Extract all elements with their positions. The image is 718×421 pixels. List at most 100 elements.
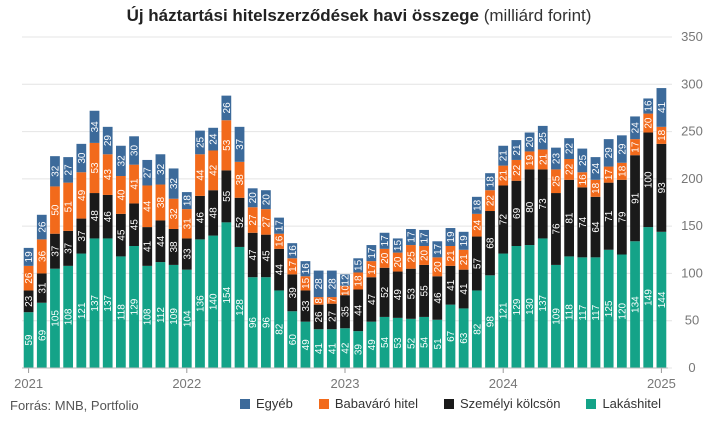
data-label: 19: [459, 235, 470, 247]
data-label: 53: [393, 337, 404, 349]
bar-segment: [445, 246, 456, 266]
data-label: 96: [248, 317, 259, 329]
data-label: 24: [591, 162, 602, 174]
data-label: 10: [341, 284, 352, 296]
data-label: 34: [90, 121, 101, 133]
data-label: 30: [130, 144, 141, 156]
chart-title: Új háztartási hitelszerződések havi össz…: [0, 6, 718, 26]
bar-segment: [564, 158, 575, 180]
data-label: 109: [551, 308, 562, 325]
bar-segment: [221, 120, 232, 171]
data-label: 47: [367, 293, 378, 305]
data-label: 16: [288, 245, 299, 257]
data-label: 25: [551, 175, 562, 187]
data-label: 52: [406, 337, 417, 349]
data-label: 17: [406, 231, 417, 243]
data-label: 73: [538, 198, 549, 210]
data-label: 17: [367, 263, 378, 275]
bar-segment: [287, 258, 298, 275]
data-label: 33: [182, 248, 193, 260]
bar-segment: [102, 238, 113, 368]
bar-segment: [247, 232, 258, 278]
data-label: 30: [77, 152, 88, 164]
data-label: 31: [182, 218, 193, 230]
bar-segment: [353, 331, 364, 368]
data-label: 67: [446, 330, 457, 342]
bar-segment: [36, 239, 47, 274]
data-label: 16: [578, 174, 589, 186]
data-label: 37: [77, 230, 88, 242]
bar-segment: [445, 304, 456, 368]
data-label: 117: [578, 304, 589, 320]
bar-segment: [102, 126, 113, 155]
bar-segment: [511, 140, 522, 160]
data-label: 49: [393, 289, 404, 301]
data-label: 25: [538, 132, 549, 144]
data-label: 8: [314, 298, 325, 304]
data-label: 46: [103, 211, 114, 223]
bar-segment: [247, 188, 258, 208]
bar-segment: [326, 303, 337, 330]
data-label: 41: [314, 343, 325, 355]
bar-segment: [89, 238, 100, 368]
data-label: 26: [37, 221, 48, 233]
bar-segment: [168, 228, 179, 265]
bar-segment: [208, 150, 219, 191]
bar-segment: [155, 262, 166, 368]
bar-segment: [498, 253, 509, 368]
data-label: 41: [446, 279, 457, 291]
bar-segment: [564, 256, 575, 368]
data-label: 55: [420, 285, 431, 297]
bar-segment: [656, 143, 667, 232]
bar-segment: [603, 166, 614, 183]
bar-segment: [221, 95, 232, 121]
bar-segment: [23, 265, 34, 291]
bar-segment: [406, 245, 416, 269]
bar-segment: [511, 180, 522, 247]
y-tick-label: 150: [681, 218, 703, 233]
data-label: 41: [327, 343, 338, 355]
data-label: 125: [604, 300, 615, 317]
data-label: 48: [209, 207, 220, 219]
bar-segment: [419, 316, 429, 368]
data-label: 18: [617, 165, 628, 177]
bar-segment: [168, 264, 179, 368]
bar-segment: [392, 317, 403, 368]
bar-segment: [616, 135, 627, 163]
data-label: 42: [209, 164, 220, 176]
data-label: 96: [261, 317, 272, 329]
data-label: 32: [169, 208, 180, 220]
bar-segment: [181, 238, 192, 270]
data-label: 18: [472, 199, 483, 211]
bar-segment: [208, 127, 219, 151]
bar-segment: [76, 172, 87, 219]
bar-segment: [366, 277, 377, 322]
data-label: 28: [327, 278, 338, 290]
bar-segment: [524, 132, 535, 152]
data-label: 24: [472, 219, 483, 231]
bar-segment: [50, 186, 60, 234]
data-label: 33: [301, 300, 312, 312]
y-tick-label: 100: [681, 265, 703, 280]
bar-segment: [274, 233, 284, 249]
bar-segment: [115, 213, 126, 257]
data-label: 22: [486, 195, 497, 207]
data-label: 37: [50, 245, 61, 257]
data-label: 134: [631, 296, 642, 313]
bar-segment: [406, 268, 416, 319]
bar-segment: [221, 170, 232, 223]
data-label: 37: [64, 242, 75, 254]
data-label: 72: [499, 214, 510, 226]
data-label: 32: [116, 155, 127, 167]
bar-segment: [142, 159, 153, 186]
data-label: 24: [631, 122, 642, 134]
bar-segment: [129, 164, 139, 204]
data-label: 38: [235, 174, 246, 186]
data-label: 49: [367, 339, 378, 351]
data-label: 80: [525, 201, 536, 213]
data-label: 45: [261, 250, 272, 262]
bar-segment: [577, 172, 588, 188]
data-label: 21: [512, 144, 523, 156]
bar-segment: [76, 143, 87, 173]
bar-segment: [261, 234, 271, 278]
